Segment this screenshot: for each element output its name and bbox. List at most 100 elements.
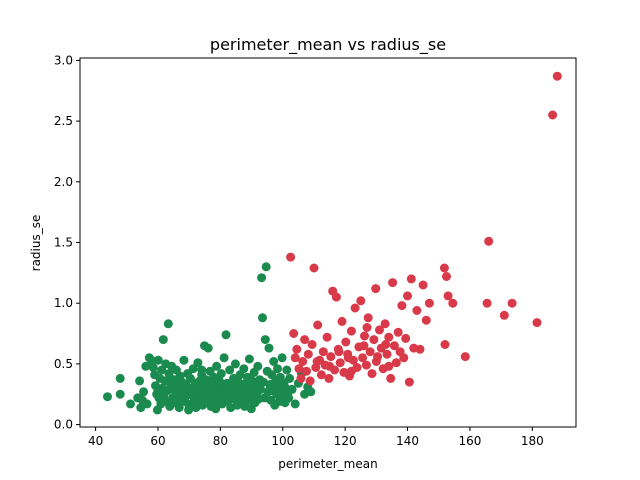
point-s0-182 [265, 383, 275, 393]
point-s0-102 [230, 359, 240, 369]
point-s0-157 [282, 365, 292, 375]
point-s1-2 [290, 353, 300, 363]
point-s1-60 [399, 353, 409, 363]
point-s1-77 [482, 298, 492, 308]
point-s1-83 [552, 71, 562, 81]
point-s0-183 [166, 373, 175, 383]
point-s1-81 [532, 318, 542, 328]
point-s0-30 [163, 319, 173, 329]
point-s1-1 [289, 329, 299, 338]
point-s0-169 [184, 401, 194, 411]
point-s1-43 [367, 369, 377, 379]
point-s1-88 [384, 361, 394, 371]
point-s1-66 [412, 306, 422, 315]
point-s1-26 [335, 358, 345, 368]
point-s1-70 [424, 298, 434, 308]
point-s1-34 [350, 303, 360, 313]
point-s0-1 [115, 373, 125, 383]
data-points [103, 71, 562, 415]
point-s0-12 [146, 355, 156, 365]
point-s1-39 [360, 331, 369, 341]
point-s0-131 [258, 313, 267, 323]
point-s0-10 [142, 399, 152, 409]
x-tick-label: 140 [396, 434, 419, 448]
point-s1-20 [324, 373, 334, 383]
point-s0-184 [153, 386, 163, 396]
point-s1-80 [507, 298, 517, 308]
point-s1-51 [382, 349, 392, 359]
point-s1-19 [322, 332, 332, 342]
point-s1-17 [318, 347, 328, 357]
y-tick-label: 2.0 [54, 175, 73, 189]
point-s1-90 [343, 353, 353, 363]
point-s1-93 [312, 357, 322, 366]
point-s0-172 [222, 393, 232, 403]
point-s1-44 [369, 335, 379, 345]
point-s1-24 [331, 292, 341, 302]
point-s0-173 [234, 378, 244, 388]
point-s0-134 [260, 335, 270, 345]
point-s0-9 [141, 361, 151, 371]
point-s0-187 [209, 395, 219, 405]
point-s1-4 [294, 364, 304, 374]
point-s0-143 [269, 357, 279, 366]
point-s1-52 [384, 332, 394, 342]
point-s1-47 [375, 325, 384, 335]
point-s0-126 [253, 361, 263, 371]
chart-title: perimeter_mean vs radius_se [210, 35, 446, 55]
point-s0-138 [264, 343, 274, 353]
point-s1-6 [298, 357, 308, 366]
point-s1-29 [341, 337, 351, 347]
point-s0-18 [153, 355, 163, 365]
point-s1-63 [404, 377, 414, 387]
point-s0-170 [197, 389, 207, 399]
point-s1-64 [406, 274, 416, 284]
point-s0-130 [257, 273, 267, 283]
point-s0-175 [203, 377, 213, 387]
x-tick-label: 80 [213, 434, 228, 448]
x-tick-label: 120 [334, 434, 357, 448]
point-s0-24 [158, 335, 168, 345]
point-s0-5 [135, 376, 145, 386]
point-s0-152 [277, 353, 287, 363]
point-s0-96 [225, 365, 235, 375]
point-s0-147 [273, 364, 282, 374]
point-s1-87 [371, 357, 381, 366]
point-s0-178 [190, 383, 200, 393]
point-s1-0 [286, 252, 296, 262]
y-tick-label: 1.5 [54, 236, 73, 250]
point-s0-62 [193, 358, 203, 368]
point-s1-8 [302, 366, 311, 376]
point-s1-40 [361, 360, 371, 370]
point-s1-42 [365, 347, 375, 357]
point-s0-0 [103, 392, 112, 402]
point-s1-84 [334, 347, 344, 357]
x-axis-label: perimeter_mean [278, 457, 377, 471]
point-s0-85 [214, 376, 224, 386]
point-s1-68 [418, 280, 428, 290]
point-s1-72 [440, 340, 450, 349]
x-tick-label: 100 [271, 434, 294, 448]
point-s1-92 [325, 361, 335, 371]
point-s1-76 [460, 352, 470, 362]
point-s1-45 [371, 284, 381, 294]
x-tick-label: 40 [88, 434, 103, 448]
point-s0-81 [211, 404, 221, 414]
point-s1-9 [303, 349, 313, 359]
point-s0-135 [261, 262, 271, 272]
point-s1-11 [307, 340, 317, 349]
point-s1-3 [292, 344, 302, 354]
point-s0-162 [290, 399, 300, 409]
point-s1-7 [300, 335, 310, 345]
point-s1-67 [415, 344, 425, 354]
point-s0-167 [306, 387, 316, 397]
point-s0-181 [253, 378, 263, 388]
point-s1-89 [362, 323, 372, 332]
point-s1-32 [346, 326, 356, 336]
y-axis-label: radius_se [29, 215, 43, 272]
point-s1-69 [421, 315, 431, 325]
x-tick-label: 60 [150, 434, 165, 448]
point-s0-185 [197, 365, 207, 375]
y-tick-label: 0.5 [54, 357, 73, 371]
